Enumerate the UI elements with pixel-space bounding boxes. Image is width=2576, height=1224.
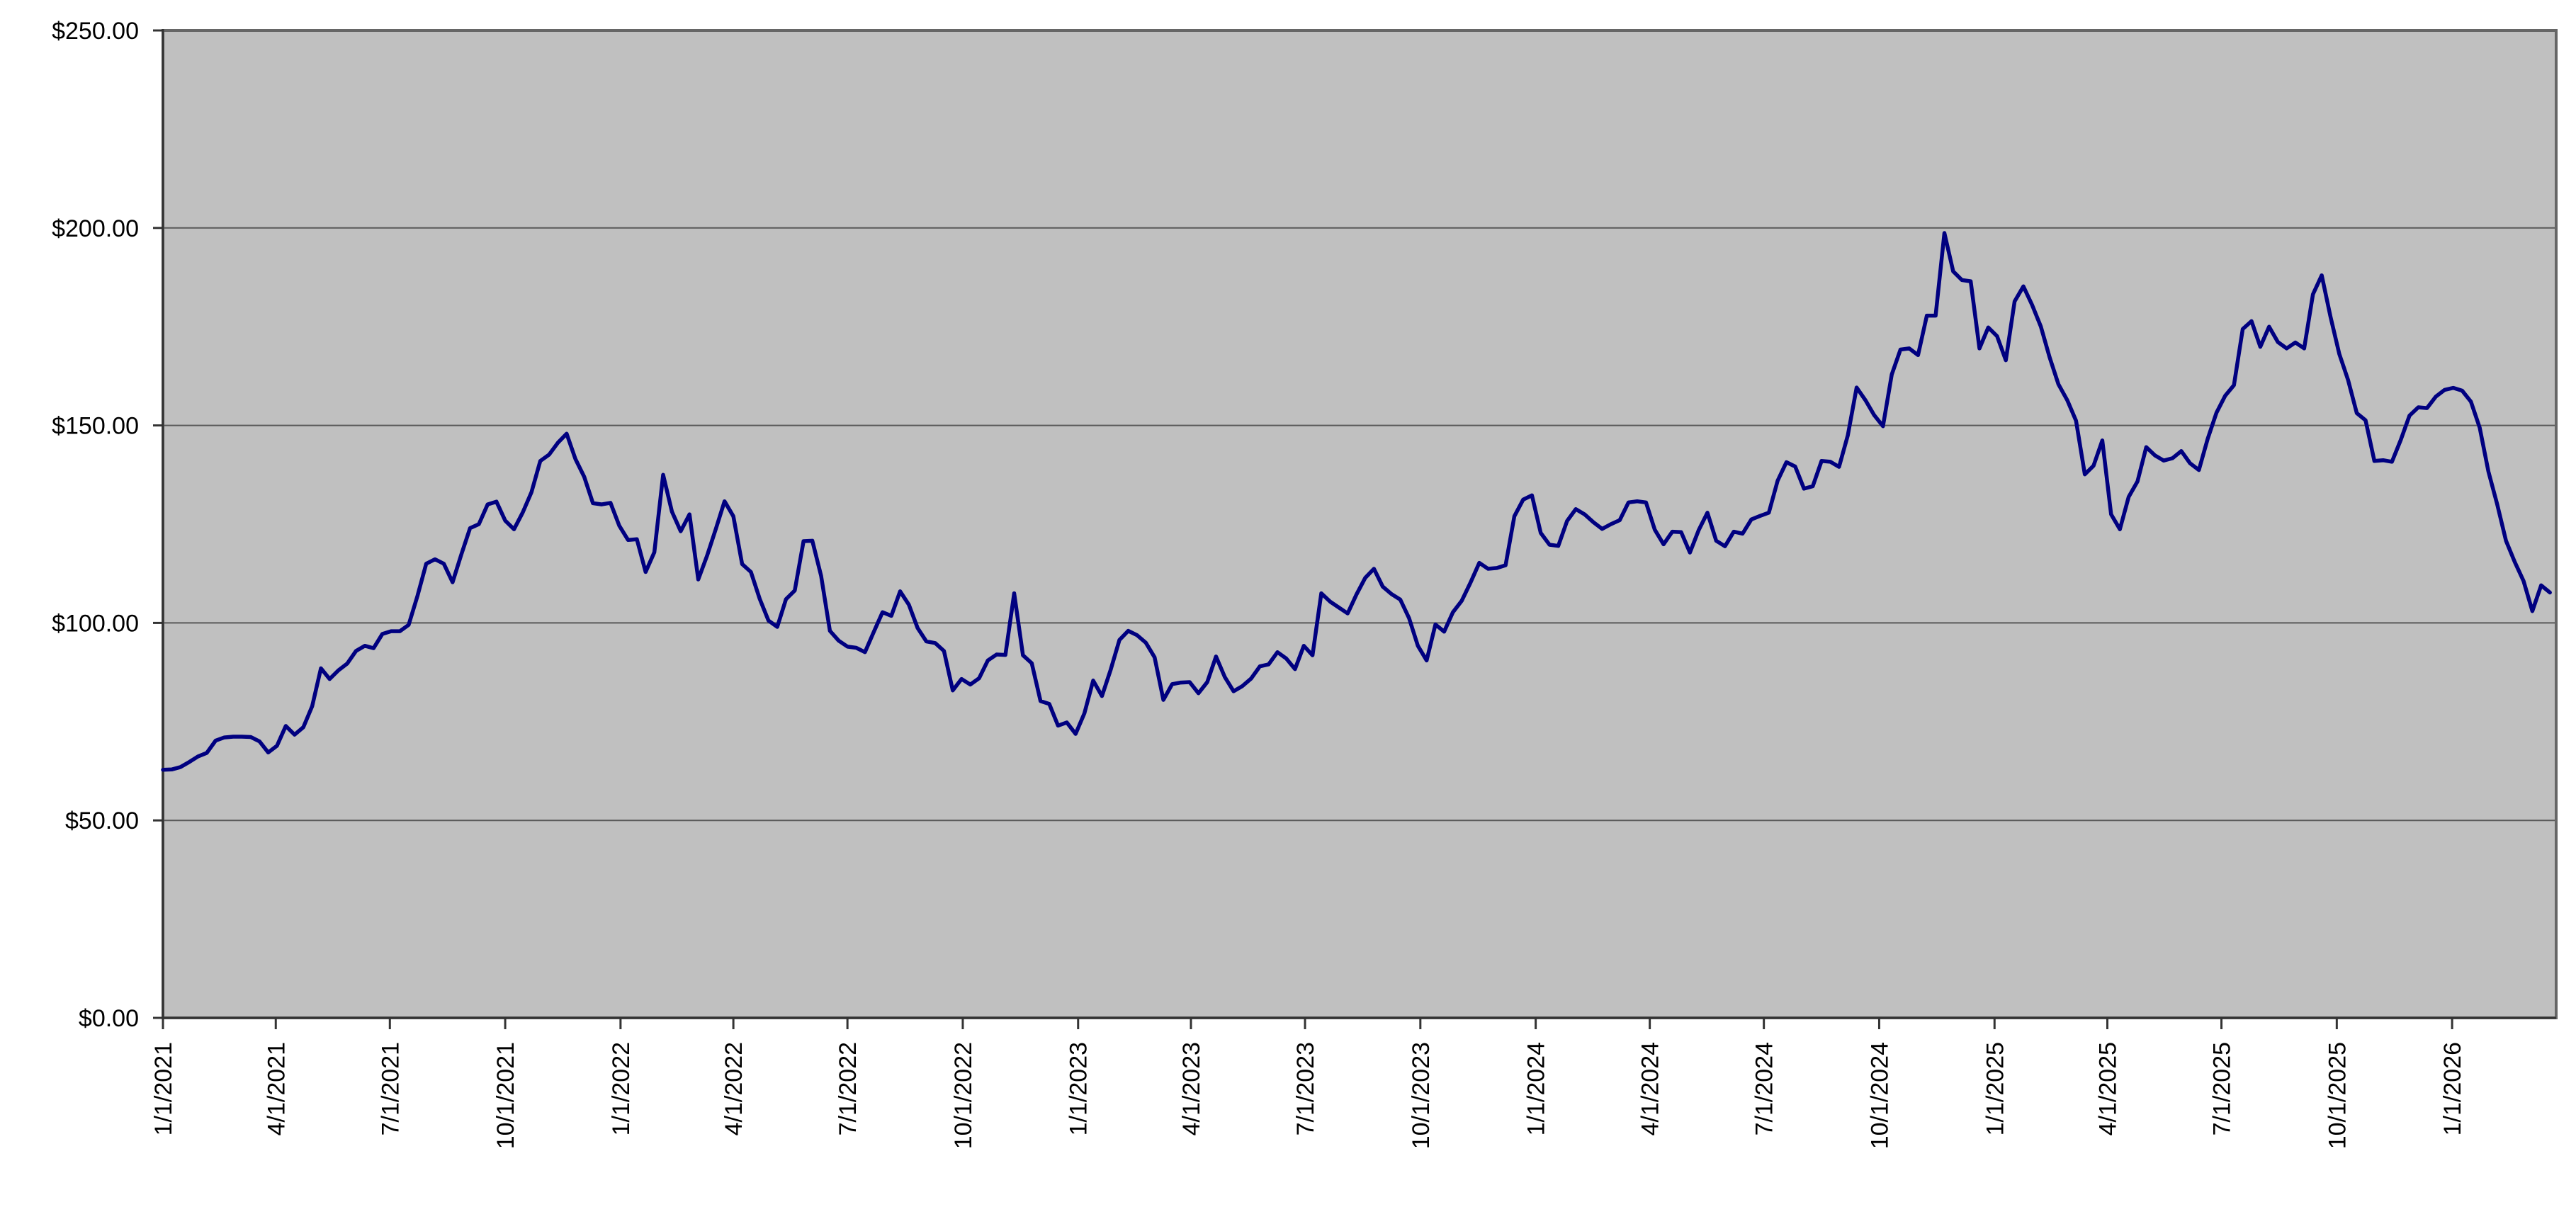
y-axis-tick-label: $0.00 <box>79 1005 139 1032</box>
x-axis-tick-label: 4/1/2022 <box>721 1042 747 1135</box>
plot-background <box>163 30 2556 1018</box>
x-axis-tick-label: 10/1/2024 <box>1866 1042 1893 1149</box>
x-axis-tick-label: 10/1/2021 <box>492 1042 519 1149</box>
x-axis-tick-label: 4/1/2021 <box>263 1042 290 1135</box>
y-axis-tick-label: $100.00 <box>52 610 139 637</box>
x-axis-tick-label: 1/1/2024 <box>1523 1042 1550 1135</box>
x-axis-tick-label: 7/1/2023 <box>1292 1042 1319 1135</box>
x-axis-tick-label: 10/1/2023 <box>1408 1042 1435 1149</box>
x-axis-labels-group: 1/1/2021 4/1/2021 7/1/2021 10/1/2021 1/1/202… <box>150 1042 2466 1149</box>
x-axis-tick-label: 1/1/2023 <box>1066 1042 1092 1135</box>
x-axis-tick-label: 10/1/2022 <box>950 1042 977 1149</box>
y-axis-tick-label: $150.00 <box>52 413 139 440</box>
x-axis-tick-label: 7/1/2024 <box>1751 1042 1778 1135</box>
x-axis-tick-label: 4/1/2025 <box>2095 1042 2122 1135</box>
x-axis-tick-label: 1/1/2021 <box>150 1042 177 1135</box>
plot-area-group <box>163 30 2556 1018</box>
gridlines-group <box>163 227 2556 822</box>
x-axis-tick-label: 1/1/2026 <box>2439 1042 2466 1135</box>
x-axis-tick-label: 1/1/2022 <box>608 1042 635 1135</box>
x-axis-tick-label: 10/1/2025 <box>2324 1042 2351 1149</box>
y-axis-tick-label: $200.00 <box>52 215 139 242</box>
y-axis-tick-label: $50.00 <box>65 808 139 834</box>
x-axis-tick-label: 1/1/2025 <box>1982 1042 2009 1135</box>
y-axis-labels-group: $0.00 $50.00 $100.00 $150.00 $200.00 $250.00 <box>52 18 139 1032</box>
x-axis-tick-label: 4/1/2023 <box>1178 1042 1205 1135</box>
x-axis-tick-label: 7/1/2021 <box>377 1042 404 1135</box>
price-line-series <box>161 231 2552 772</box>
series-group <box>161 231 2552 772</box>
x-axis-tick-label: 7/1/2022 <box>835 1042 862 1135</box>
y-axis-tick-label: $250.00 <box>52 18 139 45</box>
x-axis-tick-label: 4/1/2024 <box>1637 1042 1664 1135</box>
axes-group <box>153 29 2558 1029</box>
x-axis-tick-label: 7/1/2025 <box>2209 1042 2236 1135</box>
